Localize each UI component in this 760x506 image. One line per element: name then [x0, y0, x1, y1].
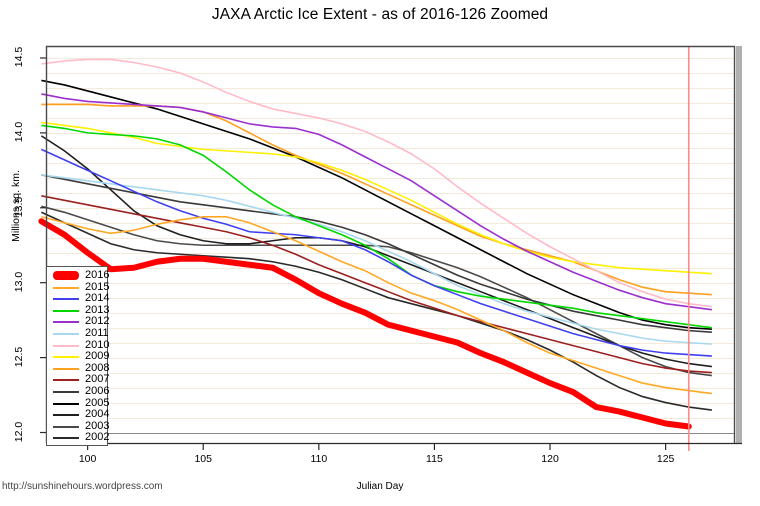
legend[interactable]: 2016 2015 2014 2013 2012 2011 2010 2009 2008 2007…	[46, 266, 110, 446]
legend-item-2004[interactable]: 2004	[47, 408, 110, 421]
legend-swatch-2014	[53, 298, 79, 301]
legend-item-2003[interactable]: 2003	[47, 419, 110, 433]
legend-item-2007[interactable]: 2007	[47, 373, 110, 386]
legend-label-2007: 2007	[85, 373, 110, 386]
legend-swatch-2009	[53, 356, 79, 359]
legend-label-2011: 2011	[85, 327, 109, 339]
x-tick-label: 115	[426, 453, 443, 465]
source-url: http://sunshinehours.wordpress.com	[2, 481, 163, 492]
legend-item-2014[interactable]: 2014	[47, 292, 110, 305]
legend-label-2013: 2013	[85, 303, 110, 316]
series-line-2009	[41, 121, 712, 275]
series-line-2012	[41, 93, 712, 311]
x-axis-label: Julian Day	[356, 481, 404, 492]
legend-item-2016[interactable]: 2016	[47, 269, 110, 282]
legend-label-2005: 2005	[85, 396, 110, 409]
chart-title: JAXA Arctic Ice Extent - as of 2016-126 …	[211, 6, 549, 23]
legend-swatch-2013	[53, 309, 79, 312]
legend-label-2008: 2008	[85, 361, 110, 374]
legend-swatch-2003	[53, 425, 79, 428]
y-tick-label: 12.5	[13, 346, 25, 367]
x-tick-label: 120	[541, 453, 559, 465]
legend-swatch-2006	[53, 391, 79, 393]
legend-label-2009: 2009	[85, 350, 110, 363]
legend-swatch-2011	[53, 333, 79, 335]
series-line-2005	[41, 79, 712, 330]
y-tick-label: 14.5	[13, 46, 25, 68]
x-tick-label: 125	[656, 453, 675, 465]
legend-item-2006[interactable]: 2006	[47, 385, 110, 398]
legend-item-2011[interactable]: 2011	[47, 327, 109, 340]
legend-label-2014: 2014	[85, 292, 110, 305]
legend-swatch-2012	[53, 321, 79, 324]
legend-swatch-2008	[53, 367, 79, 370]
x-tick-label: 105	[194, 453, 212, 465]
series-line-2002	[41, 211, 712, 411]
data-series-group	[38, 58, 712, 430]
legend-label-2015: 2015	[85, 280, 110, 293]
series-line-2006	[41, 174, 712, 333]
plot-right-band	[736, 46, 742, 444]
series-line-2014	[41, 148, 712, 357]
x-tick-label: 100	[78, 453, 97, 465]
legend-item-2015[interactable]: 2015	[47, 280, 110, 294]
legend-swatch-2015	[53, 286, 79, 289]
legend-swatch-2004	[53, 414, 79, 417]
y-tick-label: 13.0	[13, 271, 25, 292]
legend-item-2005[interactable]: 2005	[47, 396, 110, 410]
legend-label-2016: 2016	[85, 269, 110, 281]
legend-label-2002: 2002	[85, 431, 110, 444]
legend-label-2012: 2012	[85, 315, 110, 328]
series-line-2016	[38, 218, 692, 430]
legend-swatch-2002	[53, 437, 79, 440]
legend-swatch-2007	[53, 379, 79, 382]
legend-item-2009[interactable]: 2009	[47, 350, 110, 363]
legend-swatch-2016	[53, 271, 79, 280]
axis-ticks	[40, 57, 667, 450]
series-line-2007	[41, 195, 712, 374]
series-line-2011	[41, 174, 712, 345]
series-line-2010	[41, 58, 712, 308]
y-tick-label: 14.0	[13, 121, 25, 143]
legend-label-2003: 2003	[85, 419, 110, 432]
legend-item-2008[interactable]: 2008	[47, 361, 110, 375]
legend-item-2010[interactable]: 2010	[47, 338, 110, 352]
legend-swatch-2010	[53, 344, 79, 347]
legend-item-2013[interactable]: 2013	[47, 303, 110, 317]
x-tick-label: 110	[310, 453, 328, 465]
series-line-2015	[41, 215, 712, 395]
legend-label-2004: 2004	[85, 408, 110, 421]
legend-item-2012[interactable]: 2012	[47, 315, 110, 328]
series-line-2013	[41, 124, 712, 329]
legend-item-2002[interactable]: 2002	[47, 431, 110, 444]
legend-label-2010: 2010	[85, 338, 110, 351]
legend-swatch-2005	[53, 402, 79, 405]
legend-label-2006: 2006	[85, 385, 110, 397]
y-axis-label: Millions sq. km.	[10, 170, 22, 242]
y-tick-label: 12.0	[13, 421, 25, 442]
